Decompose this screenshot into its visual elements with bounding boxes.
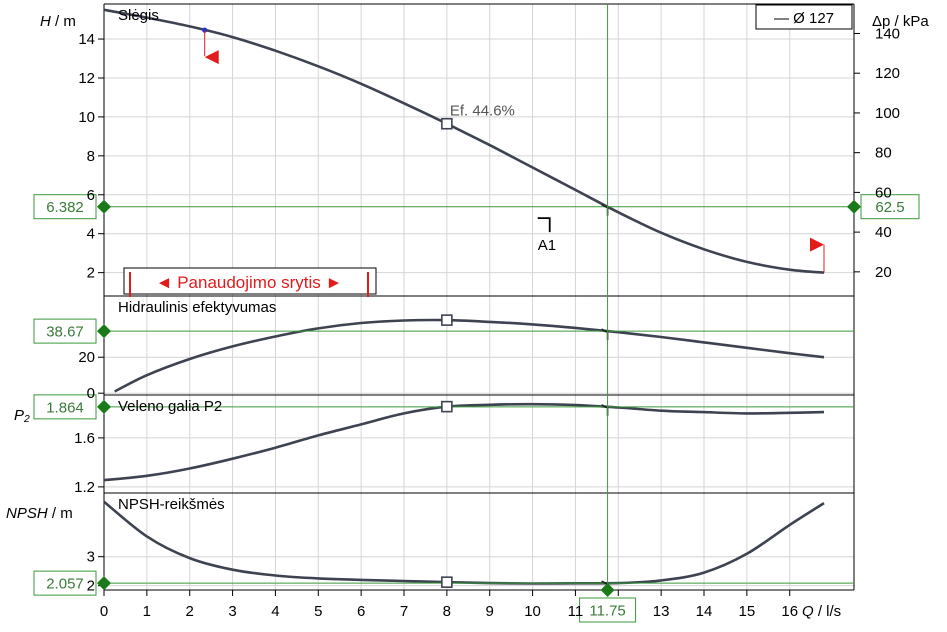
x-axis-label-var: Q [802,603,814,620]
x-tick-label: 2 [186,603,194,620]
legend-text: — Ø 127 [774,10,834,27]
operating-right-diamond [847,199,861,214]
x-tick-label: 0 [100,603,108,620]
x-tick-label: 7 [400,603,408,620]
operating-value-right-text: 62.5 [875,199,904,216]
range-box [123,267,377,295]
x-tick-label: 10 [524,603,541,620]
operating-value-head-box [33,194,97,220]
a1-label: A1 [538,237,556,254]
y-tick-label: 3 [87,549,95,566]
y-tick-label: 1.2 [74,479,95,496]
y2-tick-label: 100 [875,105,900,122]
curve-power [103,402,825,482]
y-axis-label: P₂ [14,407,30,424]
a1-marker [537,217,551,233]
x-tick-label: 3 [228,603,236,620]
y-tick-label: 1.6 [74,430,95,447]
y-axis-label-unit: / m [48,505,73,522]
x-tick-label: 9 [486,603,494,620]
range-start-arrow [204,50,219,65]
y2-tick-label: 140 [875,25,900,42]
y-tick-label: 8 [87,148,95,165]
legend-box [755,4,853,30]
operating-left-diamond [97,576,111,591]
grid [103,4,854,590]
panel-title: NPSH-reikšmės [118,496,225,513]
operating-value-efficiency-box [33,318,97,344]
panel-title: Hidraulinis efektyvumas [118,299,276,316]
y2-tick-label: 40 [875,224,892,241]
operating-value-head-text: 6.382 [46,199,84,216]
y-tick-label: 20 [78,349,95,366]
operating-left-diamond [97,199,111,214]
y-axis-label-var: P₂ [14,407,30,424]
y2-tick-label: 120 [875,65,900,82]
y2-tick-label: 20 [875,264,892,281]
x-axis-label-unit: / l/s [814,603,842,620]
curve-npsh [103,500,825,585]
bep-square [441,576,453,588]
panel-borders [98,3,860,596]
curve-efficiency [114,318,825,393]
bep-square [441,314,453,326]
y-tick-label: 6 [87,187,95,204]
y2-tick-label: 80 [875,145,892,162]
x-tick-label: 16 [781,603,798,620]
x-axis-label: Q / l/s [802,603,841,620]
y-axis-label-var: NPSH [6,505,48,522]
bep-square [441,117,453,130]
y-axis-label: H / m [40,13,76,30]
operating-left-diamond [97,324,111,339]
operating-value-efficiency-text: 38.67 [46,324,84,341]
y-tick-label: 0 [87,385,95,402]
y-tick-label: 2 [87,578,95,595]
operating-value-power-box [33,394,97,420]
curve-head [103,8,825,274]
y-tick-label: 12 [78,70,95,87]
y-axis-label-unit: / m [51,13,76,30]
panel-title: Veleno galia P2 [118,398,222,415]
x-tick-label: 4 [271,603,279,620]
operating-value-npsh-text: 2.057 [46,576,84,593]
x-tick-label: 1 [143,603,151,620]
y-tick-label: 2 [87,265,95,282]
y-axis-label-var: H [40,13,51,30]
y-axis-label: NPSH / m [6,505,73,522]
efficiency-annotation: Ef. 44.6% [450,103,515,120]
x-tick-label: 13 [653,603,670,620]
range-label: ◄ Panaudojimo srytis ► [156,273,343,292]
y2-axis-label: Δp / kPa [872,13,929,30]
panel-title: Slėgis [118,7,159,24]
y-tick-label: 14 [78,31,95,48]
operating-q-value-text: 11.75 [589,603,625,620]
x-tick-label: 15 [739,603,756,620]
x-tick-label: 14 [696,603,713,620]
x-tick-label: 11 [568,603,584,620]
y-tick-label: 4 [87,226,95,243]
y-tick-label: 10 [78,109,95,126]
operating-value-right-box [860,194,920,220]
range-end-arrow [810,237,824,252]
operating-left-diamond [97,399,111,414]
operating-value-npsh-box [33,570,97,596]
marks: 6.382 62.5 38.67 1.864 2.057 11.75 [33,4,920,623]
operating-q-value-box [579,597,637,623]
x-tick-label: 6 [357,603,365,620]
operating-bottom-diamond [600,583,615,597]
operating-value-power-text: 1.864 [46,399,84,416]
bep-square [441,400,453,413]
y2-tick-label: 60 [875,184,892,201]
x-tick-label: 8 [443,603,451,620]
x-tick-label: 5 [314,603,322,620]
